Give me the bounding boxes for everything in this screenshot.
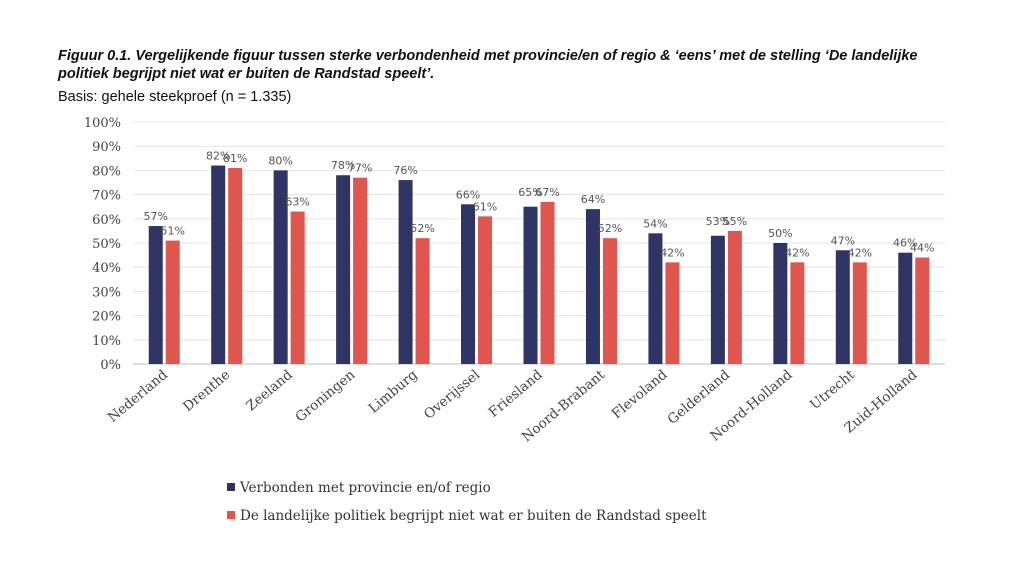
bar: [773, 243, 788, 364]
chart-title: Figuur 0.1. Vergelijkende figuur tussen …: [58, 48, 918, 82]
x-tick-label: Groningen: [292, 367, 358, 426]
data-label: 42%: [660, 246, 684, 259]
y-tick-label: 70%: [92, 189, 121, 204]
data-label: 57%: [144, 210, 168, 223]
chart-subtitle: Basis: gehele steekproef (n = 1.335): [58, 89, 292, 105]
bar: [790, 262, 805, 364]
bar: [540, 201, 555, 364]
data-label: 46%: [893, 237, 917, 250]
bar: [915, 257, 930, 364]
legend-label: De landelijke politiek begrijpt niet wat…: [240, 508, 707, 524]
legend-swatch: [227, 483, 235, 491]
data-label: 76%: [393, 164, 417, 177]
data-label: 47%: [831, 234, 855, 247]
y-tick-label: 80%: [92, 164, 121, 179]
bar: [273, 170, 288, 364]
bar: [290, 211, 305, 364]
data-label: 42%: [848, 246, 872, 259]
x-tick-label: Zeeland: [243, 367, 296, 415]
bar: [148, 226, 163, 364]
bar: [165, 240, 180, 364]
bar: [461, 204, 476, 364]
data-label: 42%: [785, 246, 809, 259]
y-tick-label: 0%: [100, 358, 121, 373]
x-tick-label: Overijssel: [421, 367, 483, 423]
bar: [852, 262, 867, 364]
bar: [710, 235, 725, 364]
bar: [211, 165, 226, 364]
y-tick-label: 100%: [84, 116, 121, 131]
x-tick-label: Friesland: [486, 367, 546, 421]
data-label: 53%: [706, 215, 730, 228]
x-tick-label: Utrecht: [807, 366, 858, 413]
y-tick-label: 10%: [92, 334, 121, 349]
data-label: 66%: [456, 188, 480, 201]
x-tick-label: Flevoland: [609, 367, 671, 423]
x-tick-label: Nederland: [105, 367, 171, 426]
data-label: 55%: [723, 215, 747, 228]
y-tick-label: 20%: [92, 310, 121, 325]
y-tick-label: 50%: [92, 237, 121, 252]
y-tick-label: 40%: [92, 261, 121, 276]
data-label: 50%: [768, 227, 792, 240]
data-label: 65%: [518, 186, 542, 199]
bar: [415, 238, 430, 364]
bar: [665, 262, 680, 364]
bar: [398, 180, 413, 364]
data-label: 80%: [268, 154, 292, 167]
data-label: 52%: [598, 222, 622, 235]
data-label: 51%: [161, 225, 185, 238]
data-label: 54%: [643, 217, 667, 230]
data-label: 67%: [535, 186, 559, 199]
x-tick-label: Limburg: [366, 367, 421, 417]
bar: [727, 230, 742, 364]
legend-swatch: [227, 511, 235, 519]
data-label: 81%: [223, 152, 247, 165]
bar: [523, 206, 538, 364]
bar: [353, 177, 368, 364]
data-label: 64%: [581, 193, 605, 206]
data-label: 78%: [331, 159, 355, 172]
legend-label: Verbonden met provincie en/of regio: [239, 480, 491, 496]
bar: [602, 238, 617, 364]
data-label: 44%: [910, 242, 934, 255]
y-tick-label: 90%: [92, 140, 121, 155]
y-tick-label: 30%: [92, 285, 121, 300]
data-label: 61%: [473, 200, 497, 213]
x-tick-label: Drenthe: [180, 367, 233, 415]
bar: [478, 216, 493, 364]
bar: [585, 209, 600, 364]
bar: [648, 233, 663, 364]
bar: [228, 167, 243, 364]
bar: [336, 175, 351, 364]
bar: [898, 252, 913, 364]
data-label: 52%: [410, 222, 434, 235]
data-label: 77%: [348, 162, 372, 175]
data-label: 63%: [285, 196, 309, 209]
y-tick-label: 60%: [92, 213, 121, 228]
bar: [835, 250, 850, 364]
data-label: 82%: [206, 150, 230, 163]
